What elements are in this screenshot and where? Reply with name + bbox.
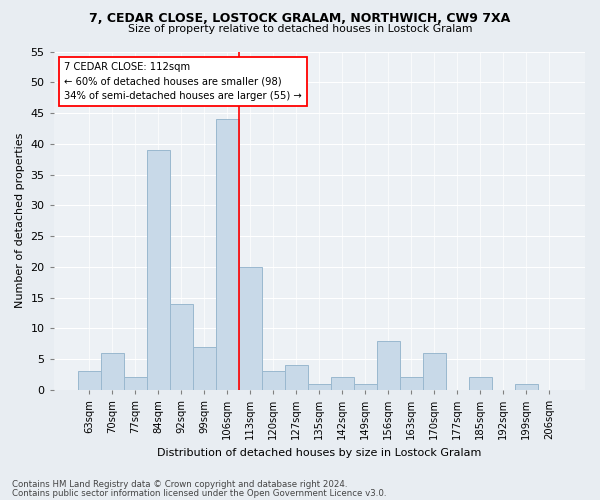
Bar [147,150,170,390]
Bar [239,267,262,390]
Bar [78,372,101,390]
Y-axis label: Number of detached properties: Number of detached properties [15,133,25,308]
Text: Contains HM Land Registry data © Crown copyright and database right 2024.: Contains HM Land Registry data © Crown c… [12,480,347,489]
Bar [469,378,492,390]
Bar [308,384,331,390]
Bar [515,384,538,390]
Bar [170,304,193,390]
Text: Contains public sector information licensed under the Open Government Licence v3: Contains public sector information licen… [12,488,386,498]
Bar [400,378,423,390]
Bar [377,340,400,390]
Text: 7, CEDAR CLOSE, LOSTOCK GRALAM, NORTHWICH, CW9 7XA: 7, CEDAR CLOSE, LOSTOCK GRALAM, NORTHWIC… [89,12,511,26]
Bar [331,378,354,390]
X-axis label: Distribution of detached houses by size in Lostock Gralam: Distribution of detached houses by size … [157,448,482,458]
Bar [124,378,147,390]
Bar [354,384,377,390]
Bar [285,365,308,390]
Bar [101,353,124,390]
Bar [423,353,446,390]
Text: 7 CEDAR CLOSE: 112sqm
← 60% of detached houses are smaller (98)
34% of semi-deta: 7 CEDAR CLOSE: 112sqm ← 60% of detached … [64,62,302,101]
Bar [262,372,285,390]
Bar [193,346,216,390]
Text: Size of property relative to detached houses in Lostock Gralam: Size of property relative to detached ho… [128,24,472,34]
Bar [216,119,239,390]
